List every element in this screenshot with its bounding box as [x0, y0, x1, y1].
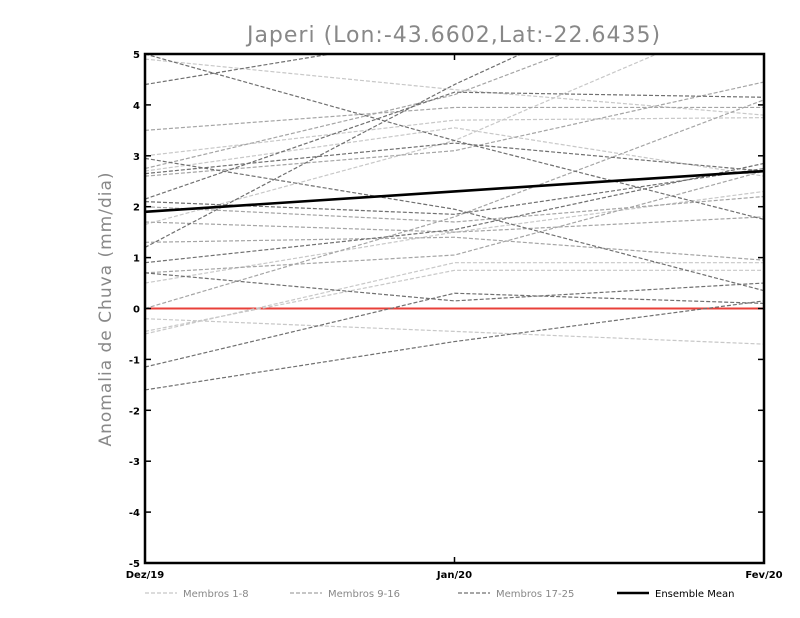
membros-9-16-line-6: [145, 81, 764, 177]
y-tick-label: 1: [133, 254, 140, 265]
membros-9-16-line-8: [145, 216, 764, 233]
membros-1-8-line-6: [145, 58, 764, 116]
membros-17-25-line-2: [145, 54, 764, 221]
membros-1-8-line-7: [145, 269, 764, 332]
x-tick-label: Dez/19: [126, 570, 165, 581]
y-tick-label: 3: [133, 152, 140, 163]
y-tick-label: -4: [129, 508, 140, 519]
x-tick-label: Fev/20: [745, 570, 782, 581]
membros-1-8-line-1: [145, 127, 764, 177]
y-tick-label: -2: [129, 406, 140, 417]
series-layer: [145, 54, 764, 391]
membros-9-16-line-3: [145, 99, 764, 310]
y-tick-label: 2: [133, 203, 140, 214]
y-axis-ticks: -5 -4 -3 -2 -1 0 1 2 3 4 5: [129, 50, 764, 570]
ensemble-mean-line-1: [145, 169, 764, 214]
membros-17-25-line-3: [145, 157, 764, 292]
membros-17-25-line-6: [145, 292, 764, 368]
membros-1-8-line-2: [145, 318, 764, 345]
chart-title: Japeri (Lon:-43.6602,Lat:-22.6435): [245, 23, 661, 48]
legend-label-membros-17-25: Membros 17-25: [496, 589, 574, 600]
membros-17-25-line-10: [145, 162, 764, 264]
membros-1-8-line-8: [145, 117, 764, 157]
membros-17-25-line-7: [145, 300, 764, 391]
x-axis-ticks: Dez/19 Jan/20 Fev/20: [126, 54, 783, 581]
legend-label-membros-1-8: Membros 1-8: [183, 589, 249, 600]
membros-9-16-line-1: [145, 54, 564, 170]
membros-17-25-line-9: [145, 54, 523, 248]
legend: Membros 1-8 Membros 9-16 Membros 17-25 Ense…: [145, 589, 734, 600]
membros-1-8-line-5: [145, 262, 764, 335]
membros-9-16-line-7: [145, 170, 764, 274]
y-tick-label: -3: [129, 457, 140, 468]
membros-17-25-line-5: [145, 272, 764, 302]
membros-17-25-line-1: [145, 54, 335, 86]
membros-9-16-line-2: [145, 106, 764, 131]
y-axis-label: Anomalia de Chuva (mm/dia): [96, 171, 116, 446]
y-tick-label: 5: [133, 50, 140, 61]
y-tick-label: -1: [129, 355, 140, 366]
membros-17-25-line-11: [145, 91, 764, 200]
membros-9-16-line-4: [145, 236, 764, 261]
y-tick-label: -5: [129, 559, 140, 570]
y-tick-label: 4: [133, 101, 140, 112]
membros-9-16-line-5: [145, 195, 764, 223]
y-tick-label: 0: [133, 305, 140, 316]
legend-label-ensemble-mean: Ensemble Mean: [655, 589, 734, 600]
x-tick-label: Jan/20: [436, 570, 472, 581]
legend-label-membros-9-16: Membros 9-16: [328, 589, 400, 600]
